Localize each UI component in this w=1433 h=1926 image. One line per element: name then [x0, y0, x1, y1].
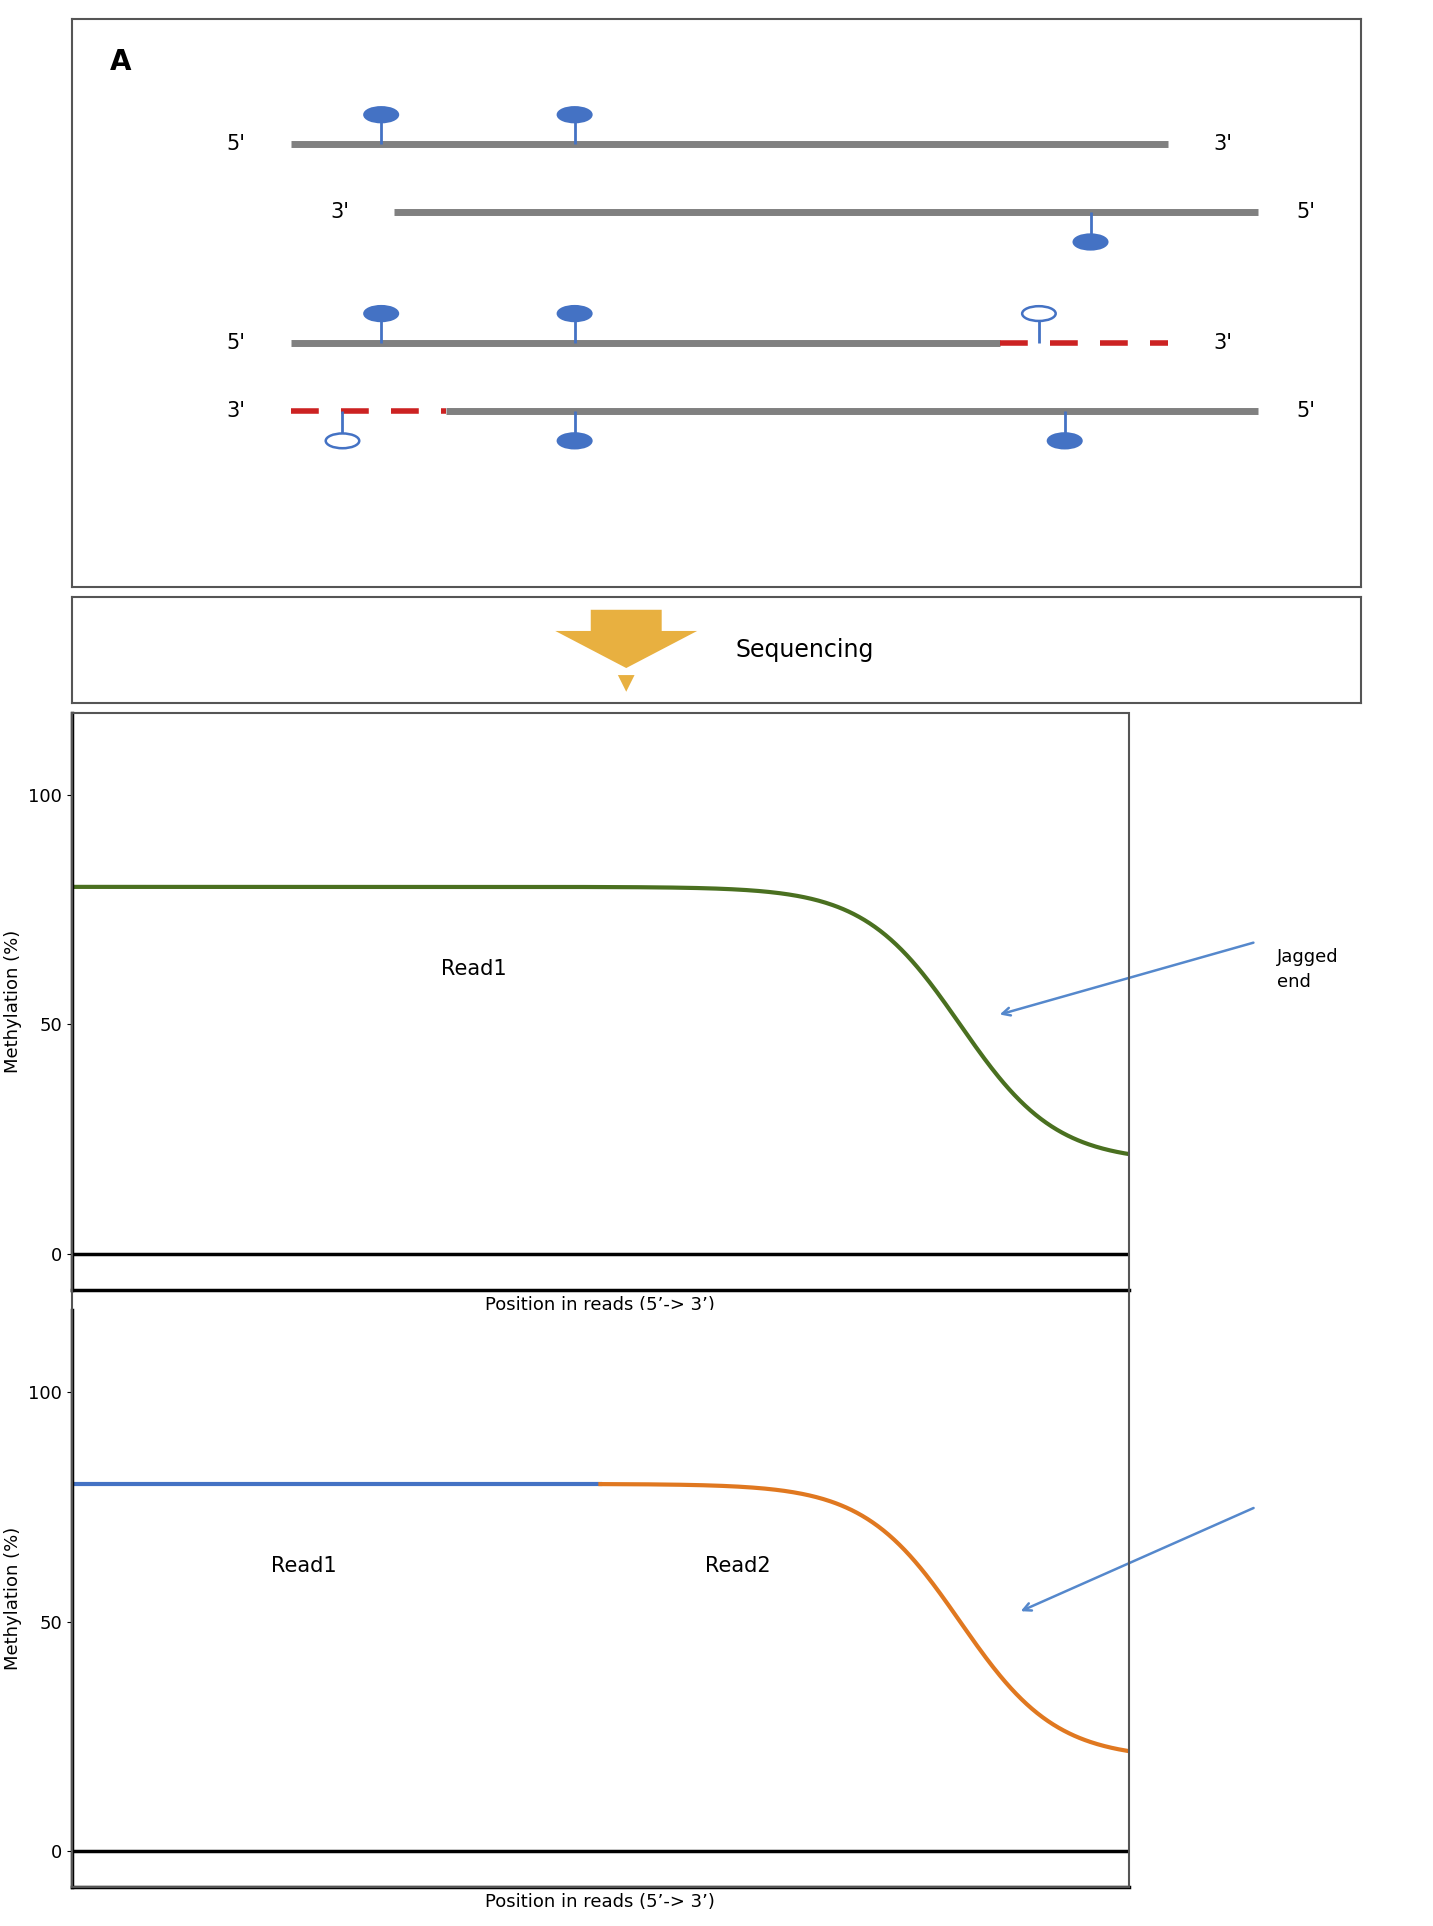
Text: 5': 5': [1297, 202, 1315, 221]
Text: 3': 3': [1212, 135, 1232, 154]
Circle shape: [557, 306, 592, 322]
Circle shape: [1022, 306, 1056, 322]
FancyArrow shape: [556, 611, 696, 668]
Circle shape: [364, 306, 398, 322]
X-axis label: Position in reads (5’-> 3’): Position in reads (5’-> 3’): [486, 1893, 715, 1911]
Text: A: A: [110, 48, 132, 75]
Text: Jagged
end: Jagged end: [1277, 948, 1338, 990]
Circle shape: [1073, 235, 1108, 248]
Circle shape: [557, 433, 592, 449]
Y-axis label: Methylation (%): Methylation (%): [4, 1527, 23, 1670]
Circle shape: [557, 108, 592, 121]
X-axis label: Position in reads (5’-> 3’): Position in reads (5’-> 3’): [486, 1296, 715, 1314]
Text: Sequencing: Sequencing: [735, 638, 874, 663]
Text: 3': 3': [330, 202, 350, 221]
Text: 5': 5': [226, 333, 246, 352]
Text: Read2: Read2: [705, 1556, 771, 1577]
Text: 3': 3': [226, 401, 246, 422]
Circle shape: [325, 433, 360, 449]
Circle shape: [364, 108, 398, 121]
Text: 3': 3': [1212, 333, 1232, 352]
Text: Read1: Read1: [271, 1556, 337, 1577]
Text: 5': 5': [1297, 401, 1315, 422]
Circle shape: [1048, 433, 1082, 449]
Text: Read1: Read1: [441, 959, 506, 980]
Y-axis label: Methylation (%): Methylation (%): [4, 930, 23, 1073]
Text: 5': 5': [226, 135, 246, 154]
